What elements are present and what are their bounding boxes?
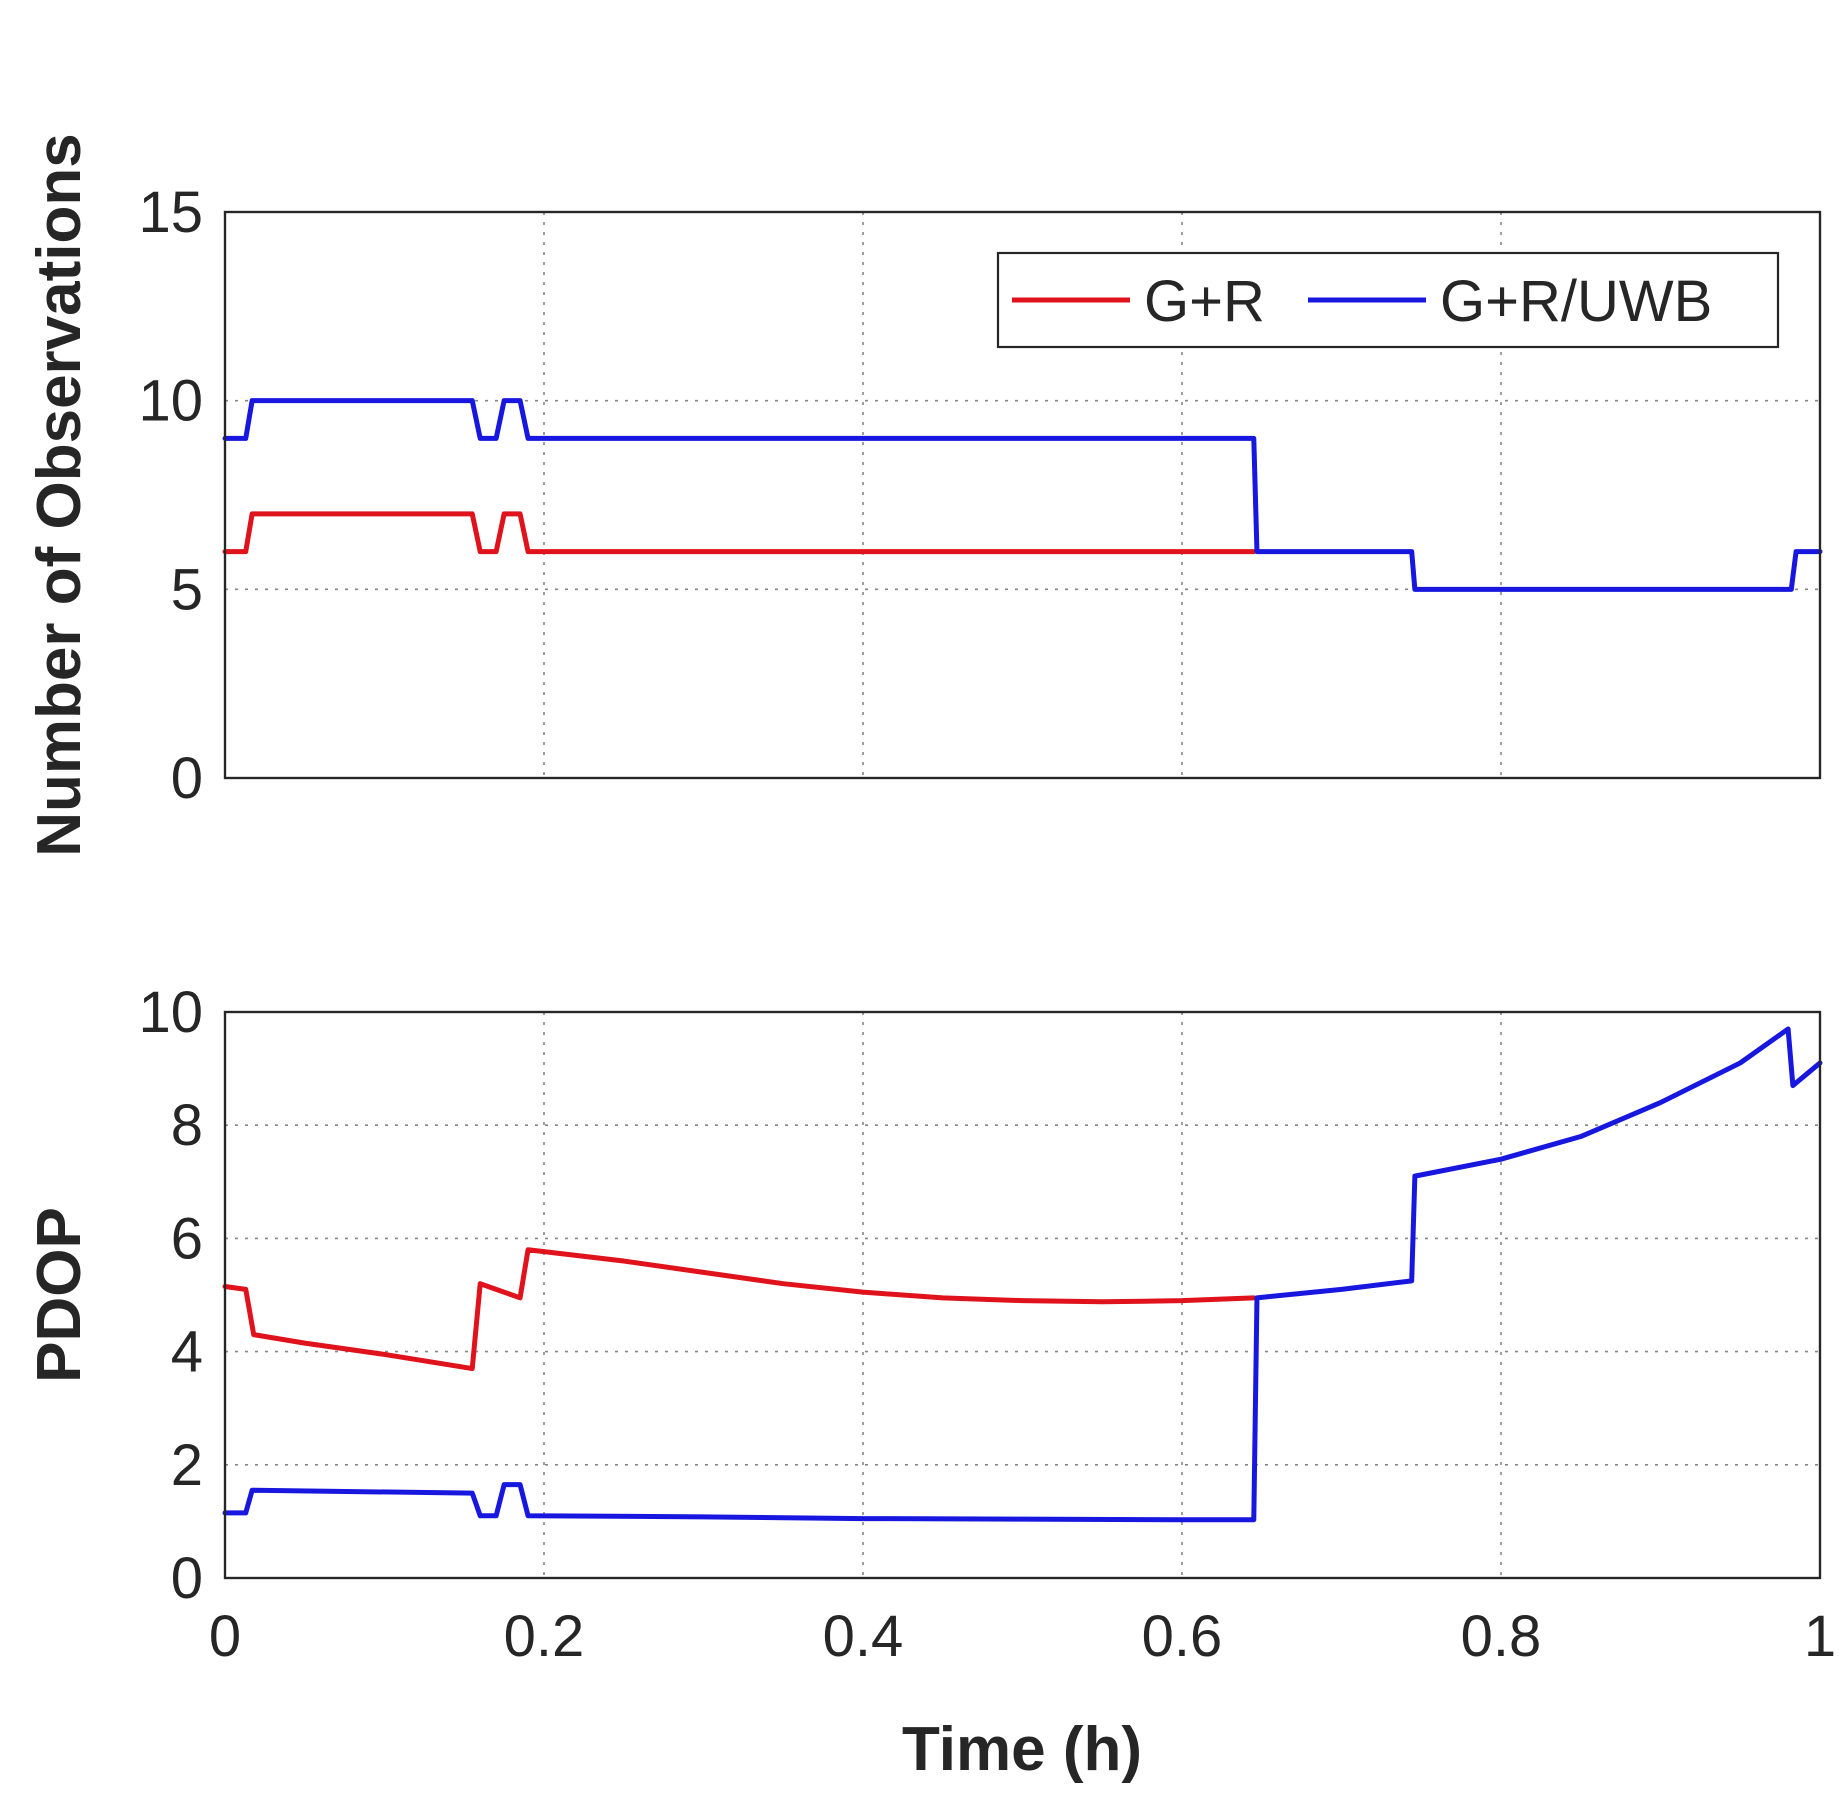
pdop-series-g-r-uwb [222,1026,1823,1523]
observations-grid [225,212,1820,778]
pdop-y-tick-10: 10 [138,980,203,1045]
pdop-y-tick-2: 2 [171,1433,203,1498]
observations-y-axis-label: Number of Observations [25,133,94,856]
observations-y-tick-0: 0 [171,746,203,811]
observations-y-tick-labels: 0 5 10 15 [138,180,203,811]
x-axis-label: Time (h) [902,1715,1142,1784]
observations-series [222,398,1823,592]
pdop-series-g-r [222,1247,1257,1372]
pdop-series [222,1026,1823,1523]
legend: G+R G+R/UWB [996,251,1780,349]
pdop-x-tick-0-2: 0.2 [504,1604,585,1669]
observations-series-g-r-uwb [222,398,1823,592]
observations-subplot: 0 5 10 15 Number of Observations G+R G+R/UW… [25,133,1823,857]
pdop-x-tick-0-4: 0.4 [823,1604,904,1669]
pdop-axes-frame [223,1010,1822,1580]
pdop-x-tick-0-6: 0.6 [1142,1604,1223,1669]
pdop-subplot: 0 2 4 6 8 10 0 0.2 0.4 0.6 0.8 1 PDOP Time (h) [25,980,1836,1784]
pdop-x-tick-0: 0 [209,1604,241,1669]
pdop-axes-background [223,1010,1822,1580]
pdop-y-tick-4: 4 [171,1320,203,1385]
observations-series-g-r [222,511,1257,555]
pdop-y-axis-label: PDOP [25,1207,94,1383]
pdop-grid [225,1012,1820,1578]
pdop-x-tick-labels: 0 0.2 0.4 0.6 0.8 1 [209,1604,1836,1669]
pdop-y-tick-8: 8 [171,1093,203,1158]
pdop-y-tick-6: 6 [171,1206,203,1271]
observations-y-tick-10: 10 [138,369,203,434]
pdop-x-tick-0-8: 0.8 [1461,1604,1542,1669]
legend-label-g-r-uwb: G+R/UWB [1440,269,1712,334]
legend-label-g-r: G+R [1144,269,1265,334]
pdop-y-tick-0: 0 [171,1546,203,1611]
observations-axes-frame [223,210,1822,780]
observations-y-tick-5: 5 [171,557,203,622]
pdop-x-tick-1: 1 [1804,1604,1836,1669]
pdop-y-tick-labels: 0 2 4 6 8 10 [138,980,203,1611]
observations-y-tick-15: 15 [138,180,203,245]
